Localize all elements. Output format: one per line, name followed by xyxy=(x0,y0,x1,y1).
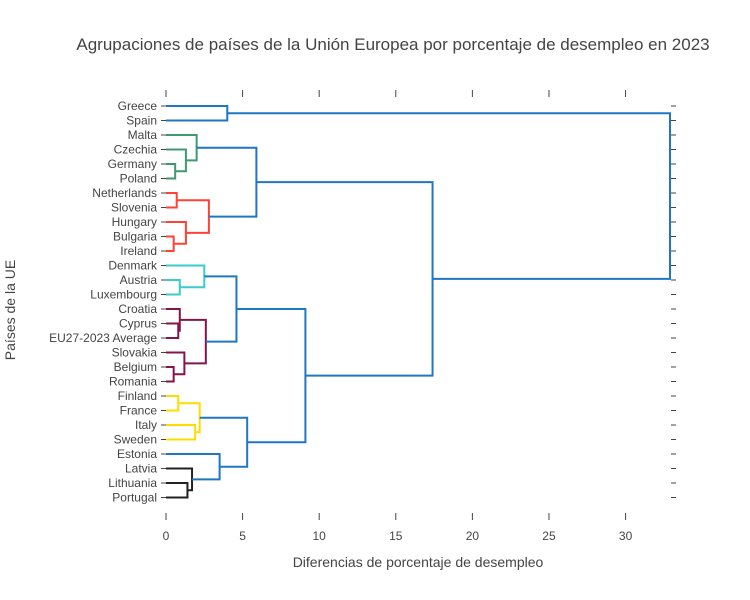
leaf-label: Austria xyxy=(120,273,158,287)
dendrogram-link-17 xyxy=(166,395,180,412)
leaf-label: EU27-2023 Average xyxy=(49,331,157,345)
x-tick-label: 20 xyxy=(466,529,480,543)
dendrogram-link-16 xyxy=(204,275,238,343)
x-tick-label: 30 xyxy=(619,529,633,543)
dendrogram-link-26 xyxy=(227,112,671,280)
leaf-label: Luxembourg xyxy=(90,288,157,302)
chart-title: Agrupaciones de países de la Unión Europ… xyxy=(76,35,709,54)
leaf-label: Denmark xyxy=(108,259,158,273)
leaf-label: Cyprus xyxy=(119,317,157,331)
leaf-label: Slovakia xyxy=(112,346,158,360)
dendrogram-link-8 xyxy=(196,146,258,218)
dendrogram-link-20 xyxy=(166,482,189,499)
leaf-label: Hungary xyxy=(112,215,157,229)
x-tick-label: 0 xyxy=(163,529,170,543)
dendrogram-link-11 xyxy=(166,322,180,339)
leaf-label: Latvia xyxy=(125,462,157,476)
leaf-label: Romania xyxy=(109,375,157,389)
leaf-label: Poland xyxy=(120,172,157,186)
leaf-label: Portugal xyxy=(112,491,157,505)
x-axis-title: Diferencias de porcentaje de desempleo xyxy=(293,554,544,570)
leaf-label: Bulgaria xyxy=(113,230,157,244)
dendrogram-link-10 xyxy=(166,264,206,289)
dendrogram-links xyxy=(166,105,671,499)
dendrogram-link-18 xyxy=(166,424,197,441)
dendrogram-link-0 xyxy=(166,105,229,122)
leaf-label: Spain xyxy=(126,114,157,128)
dendrogram-link-9 xyxy=(166,279,181,296)
dendrogram-link-4 xyxy=(166,192,178,209)
leaf-label: Greece xyxy=(118,99,158,113)
x-tick-label: 25 xyxy=(542,529,556,543)
dendrogram-link-23 xyxy=(199,416,249,468)
leaf-label: France xyxy=(120,404,158,418)
leaf-label: Italy xyxy=(135,418,157,432)
dendrogram-link-25 xyxy=(256,181,434,377)
leaf-label: Czechia xyxy=(114,143,158,157)
leaf-label: Ireland xyxy=(120,244,157,258)
dendrogram-link-13 xyxy=(166,366,175,383)
dendrogram-link-6 xyxy=(166,221,187,245)
y-axis-title: Países de la UE xyxy=(2,260,18,360)
x-tick-label: 15 xyxy=(389,529,403,543)
leaf-label: Malta xyxy=(128,128,158,142)
leaf-label: Slovenia xyxy=(111,201,157,215)
leaf-label: Germany xyxy=(108,157,157,171)
leaf-label: Sweden xyxy=(114,433,157,447)
x-tick-label: 10 xyxy=(313,529,327,543)
leaf-label: Lithuania xyxy=(108,476,157,490)
leaf-label: Finland xyxy=(118,389,157,403)
x-axis: 0 5 10 15 20 25 30 xyxy=(163,90,633,543)
dendrogram-link-7 xyxy=(176,199,210,234)
leaf-label: Estonia xyxy=(117,447,157,461)
dendrogram-link-19 xyxy=(178,402,201,434)
dendrogram-link-3 xyxy=(166,134,198,162)
leaf-label: Netherlands xyxy=(92,186,157,200)
dendrogram-link-22 xyxy=(166,453,221,481)
dendrogram-link-14 xyxy=(166,351,186,376)
dendrogram-link-5 xyxy=(166,235,175,252)
dendrogram-link-12 xyxy=(166,308,181,332)
x-tick-label: 5 xyxy=(239,529,246,543)
leaf-label: Belgium xyxy=(114,360,157,374)
dendrogram-link-1 xyxy=(166,163,177,180)
dendrogram-link-24 xyxy=(236,308,307,444)
leaf-label: Croatia xyxy=(118,302,157,316)
y-axis-leaf-labels: GreeceSpainMaltaCzechiaGermanyPolandNeth… xyxy=(49,99,676,505)
